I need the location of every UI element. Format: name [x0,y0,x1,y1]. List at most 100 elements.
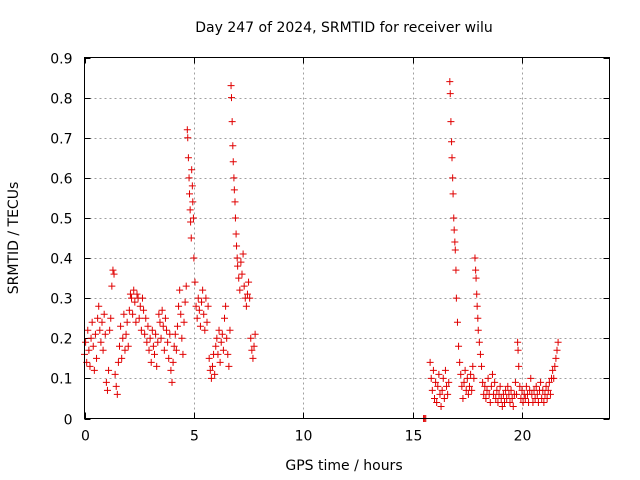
data-point [236,286,244,294]
data-point [450,226,458,234]
data-point [120,310,128,318]
data-point [509,402,517,410]
data-point [126,290,134,298]
data-point [228,118,236,126]
data-point [94,314,102,322]
data-point [471,254,479,262]
chart-title: Day 247 of 2024, SRMTID for receiver wil… [195,20,493,36]
y-tick-label: 0.5 [50,212,72,228]
data-point [507,386,515,394]
data-point [450,214,458,222]
data-point [186,206,194,214]
data-point [97,338,105,346]
data-point [101,330,109,338]
data-point [198,298,206,306]
data-point [222,302,230,310]
data-point [228,94,235,102]
data-point [212,342,220,350]
data-point [476,350,484,358]
data-point [444,390,452,398]
data-point [496,382,504,390]
data-point [472,274,480,282]
data-point [521,394,529,402]
y-tick-label: 0.3 [50,292,72,308]
data-point [203,318,211,326]
y-tick-label: 0.2 [50,332,72,348]
data-point [159,322,167,330]
data-point [479,378,487,386]
data-point [130,286,138,294]
data-point [157,334,165,342]
data-point [189,214,197,222]
data-point [466,382,473,390]
plot-frame [84,57,610,419]
x-tick-label: 0 [81,429,90,445]
data-point [428,386,436,394]
data-point [242,302,250,310]
data-point [168,378,176,386]
data-point [459,394,467,402]
data-point [145,346,153,354]
data-point [89,342,97,350]
data-point [189,198,197,206]
data-point [121,346,129,354]
data-point [470,374,478,382]
data-point [136,302,144,310]
data-point [165,354,173,362]
data-point [118,354,126,362]
data-point [119,334,127,342]
data-point [117,322,125,330]
data-point [199,286,207,294]
data-point [178,334,186,342]
data-point [202,294,210,302]
x-tick-label: 20 [514,429,532,445]
data-point [436,390,444,398]
data-point [552,354,560,362]
data-point [149,342,157,350]
data-point [243,290,251,298]
data-point [103,386,111,394]
data-point [109,266,117,274]
data-point [473,302,481,310]
data-point [483,386,491,394]
data-point [206,366,214,374]
data-point [163,326,171,334]
data-point [451,246,459,254]
data-point [456,358,464,366]
grid-lines [84,57,610,419]
data-point [91,330,99,338]
data-point [188,182,196,190]
data-point [458,382,466,390]
data-point [138,294,146,302]
data-point [494,398,502,406]
data-point [153,362,161,370]
data-point [434,382,442,390]
data-point [123,318,131,326]
data-point [182,282,190,290]
data-point [486,398,494,406]
data-point [472,266,480,274]
data-point [445,378,453,386]
data-point [184,134,192,142]
data-point [132,318,140,326]
data-point [124,342,132,350]
data-point [102,378,110,386]
data-point [158,306,166,314]
data-point [125,306,133,314]
data-point [195,306,203,314]
data-point [223,334,231,342]
y-tick-label: 0.9 [50,52,72,68]
data-point [438,386,446,394]
data-point [452,266,460,274]
data-point [531,394,539,402]
data-point [200,310,208,318]
data-point [542,382,550,390]
data-point [167,366,175,374]
data-point [554,338,562,346]
data-point [170,342,178,350]
data-point [504,382,512,390]
data-point [141,330,149,338]
data-point [144,322,152,330]
data-point [463,374,471,382]
y-tick-label: 0.8 [50,92,72,108]
